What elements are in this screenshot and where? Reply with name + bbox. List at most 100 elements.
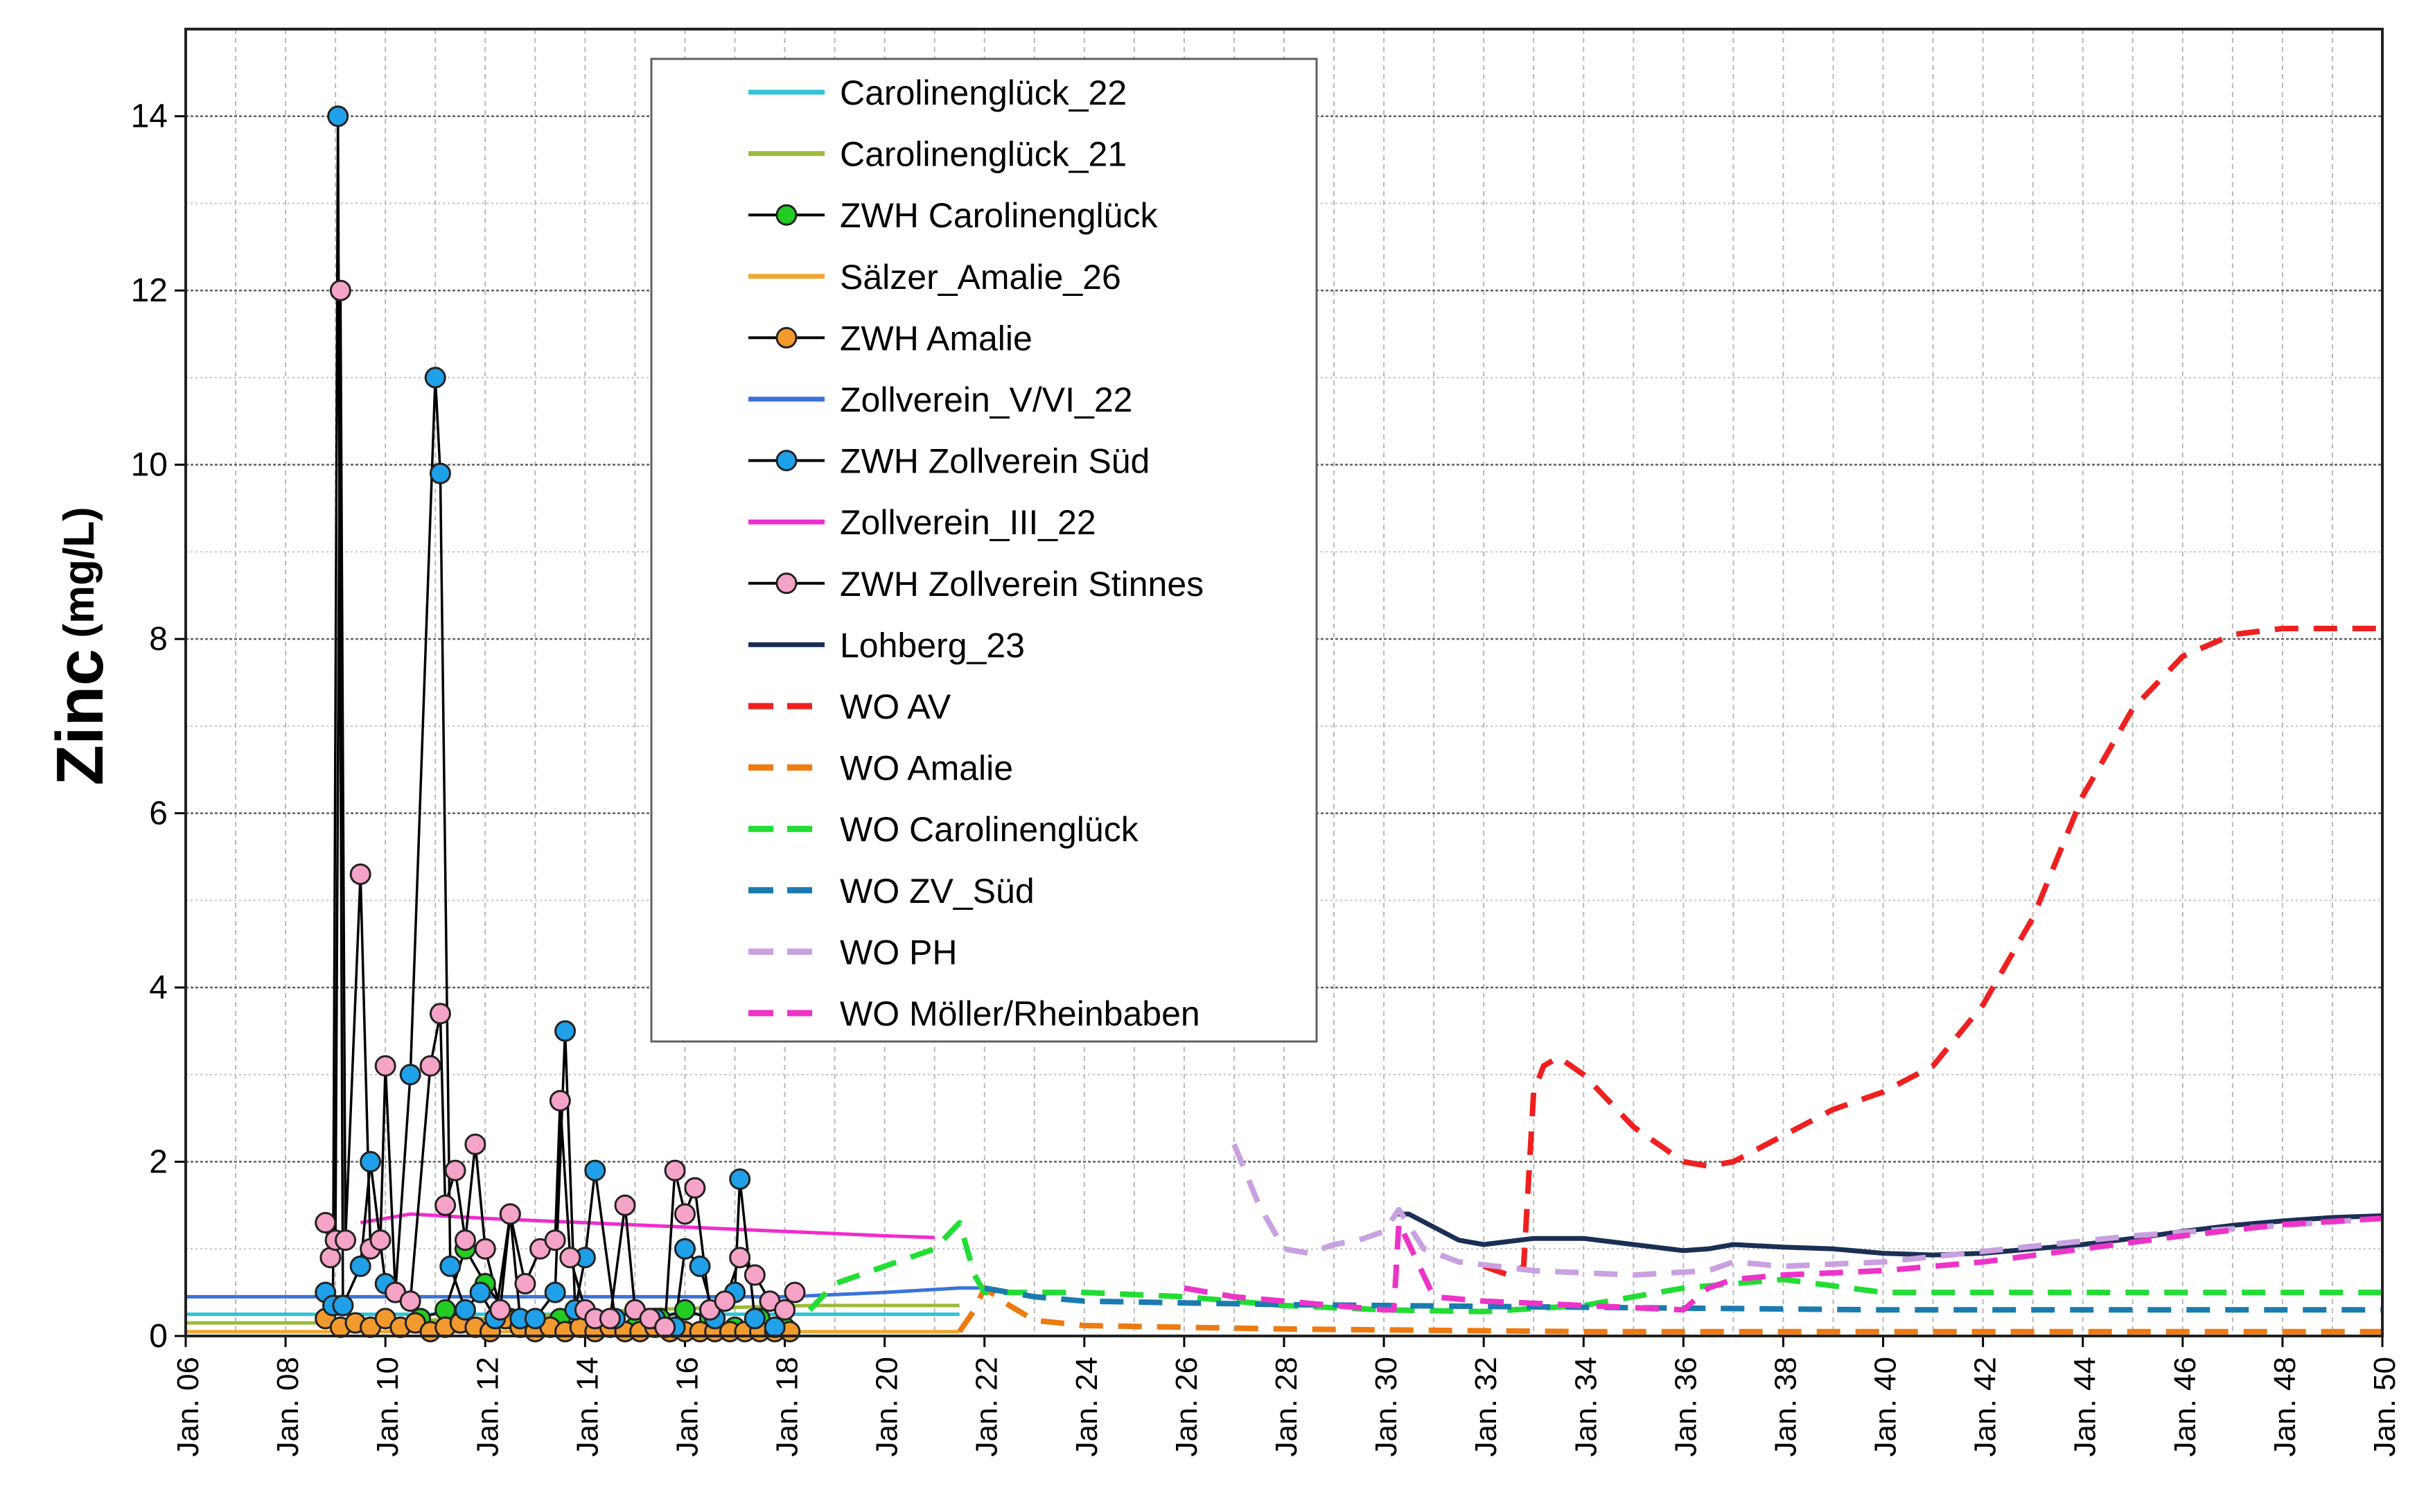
y-tick-label: 4: [149, 969, 168, 1006]
data-point: [559, 1247, 581, 1269]
data-point: [360, 1151, 382, 1173]
data-point: [419, 1055, 441, 1077]
legend-label: ZWH Amalie: [840, 319, 1032, 358]
legend-label: Carolinenglück_22: [840, 73, 1127, 112]
y-tick-label: 6: [149, 795, 168, 832]
data-point: [514, 1273, 536, 1295]
legend-marker: [775, 326, 798, 349]
legend-label: WO Amalie: [840, 749, 1013, 788]
data-point: [434, 1194, 457, 1216]
data-point: [499, 1203, 521, 1225]
legend-label: WO AV: [840, 687, 951, 726]
data-point: [399, 1290, 421, 1312]
data-point: [729, 1168, 751, 1190]
data-point: [489, 1299, 511, 1321]
data-point: [474, 1238, 496, 1260]
data-point: [399, 1064, 421, 1086]
x-tick-label: Jan. 28: [1269, 1357, 1303, 1457]
legend-label: WO Möller/Rheinbaben: [840, 994, 1200, 1033]
data-point: [554, 1020, 577, 1042]
series-line: [957, 1285, 2382, 1335]
data-point: [429, 1003, 451, 1025]
data-point: [315, 1212, 337, 1234]
x-tick-label: Jan. 50: [2368, 1357, 2402, 1457]
legend-label: Sälzer_Amalie_26: [840, 258, 1121, 297]
legend-label: ZWH Zollverein Süd: [840, 442, 1150, 481]
y-tick-label: 14: [131, 98, 168, 135]
data-point: [599, 1308, 621, 1330]
x-tick-label: Jan. 10: [371, 1357, 405, 1457]
data-point: [774, 1299, 796, 1321]
legend-label: WO PH: [840, 933, 957, 972]
x-tick-label: Jan. 22: [970, 1357, 1004, 1457]
x-tick-label: Jan. 26: [1170, 1357, 1204, 1457]
data-point: [454, 1229, 476, 1251]
x-tick-label: Jan. 40: [1869, 1357, 1903, 1457]
data-point: [744, 1308, 766, 1330]
data-point: [674, 1299, 696, 1321]
data-point: [664, 1159, 686, 1181]
data-point: [549, 1090, 571, 1112]
legend-marker: [775, 450, 798, 472]
legend-box: [650, 58, 1318, 1043]
legend-label: Lohberg_23: [840, 626, 1025, 665]
data-point: [654, 1316, 676, 1338]
data-point: [374, 1055, 396, 1077]
data-point: [469, 1281, 491, 1303]
data-point: [329, 279, 351, 301]
data-point: [614, 1194, 636, 1216]
data-point: [349, 863, 371, 886]
data-point: [369, 1229, 392, 1251]
legend-label: WO ZV_Süd: [840, 872, 1035, 911]
x-tick-label: Jan. 30: [1369, 1357, 1403, 1457]
data-point: [327, 105, 349, 128]
x-tick-label: Jan. 20: [870, 1357, 904, 1457]
data-point: [424, 367, 446, 389]
x-tick-label: Jan. 36: [1669, 1357, 1703, 1457]
data-point: [439, 1255, 462, 1277]
y-axis-title: Zinc: [43, 649, 117, 785]
data-point: [784, 1281, 806, 1303]
x-tick-label: Jan. 06: [171, 1357, 205, 1457]
legend-marker: [775, 572, 798, 595]
data-point: [714, 1290, 736, 1312]
legend-label: ZWH Zollverein Stinnes: [840, 565, 1204, 604]
x-tick-label: Jan. 34: [1569, 1357, 1603, 1457]
x-tick-label: Jan. 44: [2068, 1357, 2102, 1457]
data-point: [584, 1159, 606, 1181]
series-line: [807, 1220, 2382, 1315]
legend-label: Zollverein_V/VI_22: [840, 380, 1132, 419]
series-line: [360, 1212, 935, 1240]
series-line: [1482, 626, 2382, 1278]
data-point: [319, 1247, 342, 1269]
data-point: [444, 1159, 466, 1181]
y-tick-label: 12: [131, 272, 168, 309]
y-tick-label: 2: [149, 1144, 168, 1181]
data-point: [729, 1247, 751, 1269]
x-tick-label: Jan. 18: [771, 1357, 805, 1457]
data-point: [349, 1255, 371, 1277]
data-point: [524, 1308, 546, 1330]
x-tick-label: Jan. 24: [1070, 1357, 1104, 1457]
legend-marker: [775, 204, 798, 226]
x-tick-label: Jan. 42: [1969, 1357, 2003, 1457]
x-tick-label: Jan. 48: [2268, 1357, 2302, 1457]
x-tick-label: Jan. 32: [1469, 1357, 1503, 1457]
y-tick-label: 10: [131, 447, 168, 484]
series-line: [1184, 1215, 2382, 1313]
x-tick-label: Jan. 08: [271, 1357, 305, 1457]
data-point: [332, 1294, 354, 1317]
data-point: [764, 1316, 786, 1338]
y-tick-label: 8: [149, 621, 168, 658]
series-line: [1231, 1143, 2382, 1278]
legend-label: ZWH Carolinenglück: [840, 196, 1158, 235]
data-point: [674, 1238, 696, 1260]
data-point: [674, 1203, 696, 1225]
legend-label: Zollverein_III_22: [840, 503, 1096, 542]
legend-label: Carolinenglück_21: [840, 135, 1127, 174]
x-tick-label: Jan. 16: [670, 1357, 704, 1457]
data-point: [689, 1255, 711, 1277]
data-point: [454, 1299, 476, 1321]
